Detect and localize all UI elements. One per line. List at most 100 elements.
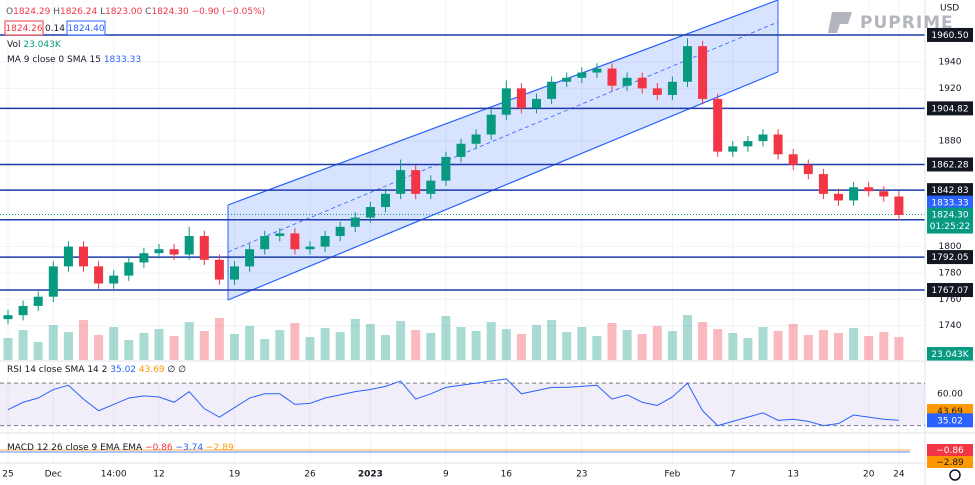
volume-bar: [18, 330, 28, 360]
volume-value: 23.043K: [23, 40, 61, 50]
volume-bar: [441, 316, 451, 360]
rsi-value: 35.02: [110, 365, 136, 375]
x-tick-label: 24: [893, 470, 905, 480]
candle-body: [834, 193, 843, 201]
x-tick-label: 26: [304, 470, 316, 480]
level-tag-label: 1960.50: [931, 31, 968, 41]
sell-button[interactable]: [4, 20, 44, 36]
volume-bar: [577, 327, 587, 360]
volume-bar: [683, 315, 692, 360]
volume-bar: [698, 322, 708, 360]
candle-body: [456, 143, 466, 157]
volume-bar: [486, 322, 496, 360]
level-tag-label: 1904.82: [931, 104, 968, 114]
volume-bar: [456, 327, 466, 360]
candle-body: [698, 46, 708, 99]
volume-bar: [48, 325, 58, 360]
candle-body: [758, 134, 768, 142]
volume-bar: [834, 333, 843, 360]
volume-bar: [501, 329, 511, 360]
volume-label: Vol: [7, 40, 20, 50]
rsi-tag-label: 35.02: [937, 416, 963, 426]
candle-body: [335, 226, 345, 237]
candle-body: [577, 72, 587, 78]
x-tick-label: 9: [443, 470, 449, 480]
candle-body: [864, 187, 874, 192]
volume-bar: [396, 321, 406, 360]
candle-body: [154, 249, 164, 254]
y-tick-label: 1780: [939, 268, 962, 278]
volume-bar: [667, 331, 677, 360]
rsi-tag-label: 43.69: [937, 407, 963, 417]
ohlc-key: H: [53, 7, 60, 17]
x-tick-label: 2023: [358, 470, 383, 480]
candle-body: [622, 77, 632, 86]
level-tag-label: 1767.07: [931, 286, 968, 296]
volume-bar: [154, 329, 164, 360]
x-tick-label: Feb: [664, 470, 680, 480]
macd-tag: [927, 444, 973, 456]
volume-tag-label: 23.043K: [931, 350, 969, 360]
candle-body: [320, 236, 330, 247]
volume-bar: [713, 329, 723, 360]
macd-legend: MACD 12 26 close 9 EMA EMA −0.86 −3.74 −…: [7, 443, 234, 453]
candle-body: [562, 77, 572, 82]
ohlc-value: 1823.00: [105, 7, 142, 17]
volume-bar: [290, 323, 300, 360]
bid-price[interactable]: 1824.26: [5, 24, 42, 34]
candle-body: [63, 246, 73, 267]
ask-price[interactable]: 1824.40: [67, 24, 104, 34]
volume-bar: [275, 330, 285, 360]
candle-body: [743, 141, 753, 147]
macd-tag-label: −0.86: [936, 446, 964, 456]
volume-bar: [94, 335, 104, 360]
volume-bar: [773, 331, 783, 360]
volume-bar: [33, 342, 43, 360]
y-tick-label: 1920: [939, 84, 962, 94]
volume-tag: [927, 347, 973, 361]
volume-bar: [139, 333, 149, 360]
candle-body: [501, 88, 511, 115]
volume-bar: [516, 334, 526, 360]
settings-icon[interactable]: [949, 469, 961, 481]
rsi-tag: [927, 413, 973, 428]
level-tag: [927, 183, 973, 198]
candle-body: [773, 134, 783, 155]
macd-signal-tag-label: −2.89: [936, 458, 964, 468]
candle-body: [592, 68, 602, 73]
volume-bar: [637, 334, 647, 360]
candle-body: [547, 81, 557, 99]
candle-body: [607, 68, 617, 86]
countdown: 01:25:22: [930, 222, 970, 232]
level-tag: [927, 157, 973, 172]
candle-body: [713, 98, 723, 152]
spread: 0.14: [45, 24, 65, 34]
candle-body: [426, 180, 436, 194]
macd-value: −2.89: [206, 443, 234, 453]
candle-body: [441, 156, 451, 181]
volume-bar: [879, 332, 889, 360]
level-tag-label: 1842.83: [931, 186, 968, 196]
ohlc-value: 1824.30: [151, 7, 188, 17]
x-tick-label: Dec: [45, 470, 62, 480]
y-tick-label: 1880: [939, 137, 962, 147]
level-tag: [927, 283, 973, 298]
volume-bar: [184, 322, 194, 360]
candle-body: [184, 236, 194, 255]
volume-bar: [305, 337, 315, 360]
candle-body: [667, 81, 677, 95]
x-tick-label: 12: [153, 470, 164, 480]
candle-body: [803, 164, 813, 175]
candle-body: [471, 134, 481, 144]
x-tick-label: 20: [863, 470, 875, 480]
candle-body: [365, 207, 375, 218]
volume-bar: [894, 336, 904, 360]
currency[interactable]: USD: [940, 4, 959, 14]
logo: PUPRIME: [828, 12, 953, 33]
buy-button[interactable]: [66, 20, 106, 36]
level-tag: [927, 250, 973, 265]
macd-value: −0.86: [145, 443, 173, 453]
candle-body: [411, 170, 421, 194]
volume-bar: [214, 318, 224, 360]
candle-body: [652, 88, 662, 95]
